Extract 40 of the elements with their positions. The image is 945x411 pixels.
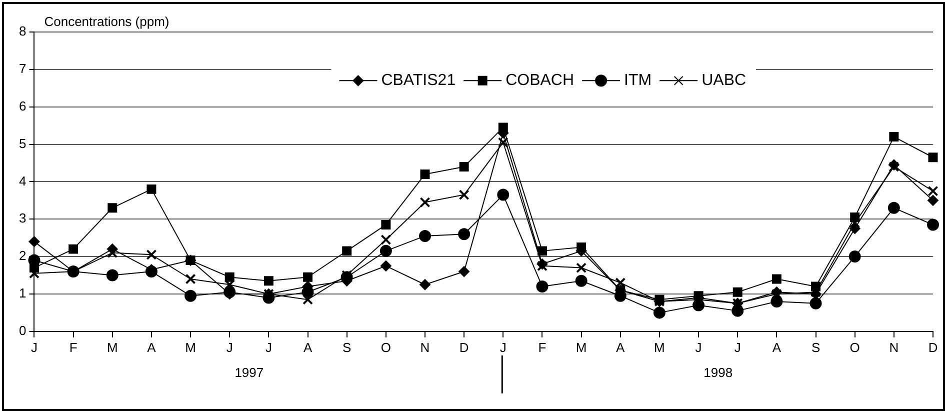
legend-label: ITM: [624, 72, 652, 90]
x-tick-label: M: [576, 340, 587, 355]
x-tick-label: A: [616, 340, 626, 355]
x-tick-label: J: [734, 340, 741, 355]
legend-label: CBATIS21: [381, 72, 456, 90]
x-tick-label: O: [380, 340, 391, 355]
legend-label: COBACH: [506, 72, 574, 90]
x-tick-label: S: [811, 340, 820, 355]
x-tick-label: O: [850, 340, 860, 355]
x-tick-label: J: [695, 340, 702, 355]
x-tick-label: D: [928, 340, 938, 355]
x-tick-label: J: [265, 340, 272, 355]
y-tick-label: 2: [18, 248, 26, 264]
x-tick-label: J: [500, 340, 506, 355]
x-tick-label: N: [889, 340, 899, 355]
y-tick-label: 1: [18, 286, 26, 301]
y-tick-label: 4: [18, 173, 26, 188]
y-tick-label: 7: [18, 61, 26, 76]
text: 1997: [234, 364, 264, 380]
legend-label: UABC: [702, 72, 746, 90]
x-tick-label: M: [185, 340, 196, 355]
x-tick-label: A: [772, 340, 782, 355]
y-tick-label: 0: [18, 322, 26, 338]
x-tick-label: A: [303, 340, 312, 355]
y-tick-label: 5: [18, 136, 26, 151]
y-tick-label: 8: [18, 24, 26, 39]
x-tick-label: J: [226, 340, 233, 355]
x-tick-label: F: [538, 340, 546, 355]
x-tick-label: S: [342, 340, 352, 355]
x-tick-label: D: [459, 340, 469, 355]
x-tick-label: M: [654, 340, 665, 355]
x-tick-label: J: [30, 340, 38, 355]
x-tick-label: A: [147, 340, 156, 355]
y-axis-title: Concentrations (ppm): [44, 14, 170, 30]
y-tick-label: 3: [18, 210, 26, 226]
x-tick-label: M: [106, 340, 118, 355]
x-tick-label: N: [420, 340, 430, 355]
y-tick-label: 6: [18, 98, 26, 114]
x-tick-label: F: [69, 340, 78, 355]
text: 1998: [704, 364, 733, 380]
